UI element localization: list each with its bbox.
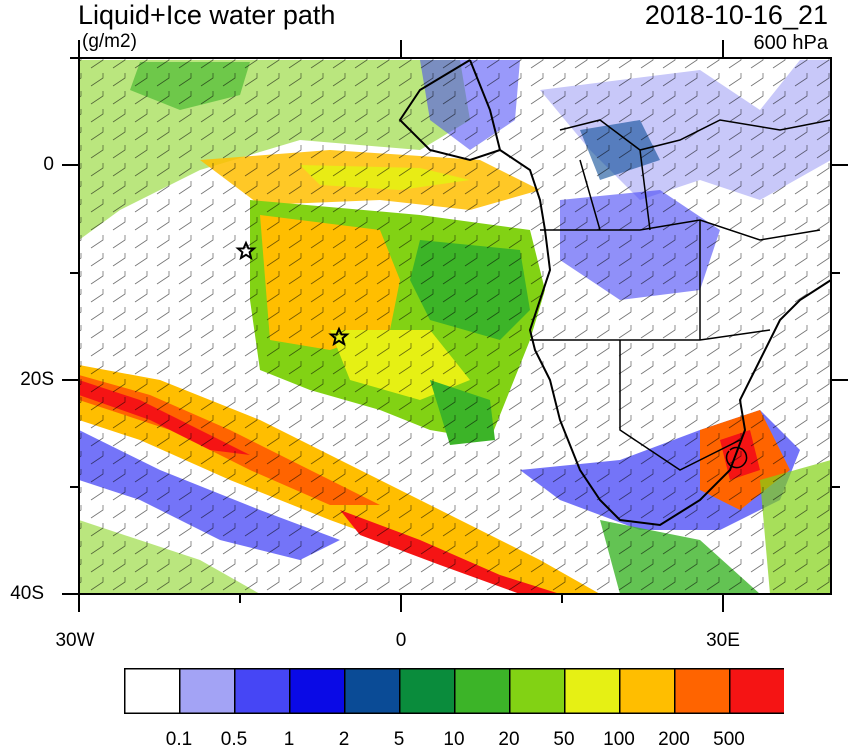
- map-frame: [78, 57, 832, 595]
- y-tick-label: 40S: [10, 583, 44, 604]
- colorbar-tick-label: 1: [283, 729, 295, 750]
- colorbar-swatch: [234, 668, 291, 714]
- colorbar-swatch: [509, 668, 566, 714]
- star-marker-north: [235, 240, 257, 261]
- colorbar-swatch: [289, 668, 346, 714]
- colorbar-tick-label: 0.1: [165, 729, 193, 750]
- colorbar-swatch: [454, 668, 511, 714]
- colorbar-swatch: [729, 668, 784, 714]
- colorbar-swatch: [399, 668, 456, 714]
- map-field: [79, 58, 831, 594]
- colorbar-tick-label: 500: [713, 729, 745, 750]
- star-marker-south: [328, 326, 350, 347]
- colorbar-tick-label: 50: [553, 729, 575, 750]
- y-tick-label: 20S: [20, 369, 54, 390]
- map-title: Liquid+Ice water path: [78, 0, 336, 30]
- colorbar-tick-label: 100: [603, 729, 635, 750]
- units-label: (g/m2): [82, 31, 137, 52]
- colorbar-swatch: [179, 668, 236, 714]
- colorbar-tick-label: 20: [498, 729, 520, 750]
- x-tick-label: 30W: [55, 630, 95, 651]
- pressure-level-label: 600 hPa: [753, 32, 828, 54]
- colorbar-tick-label: 2: [338, 729, 350, 750]
- colorbar-tick-label: 10: [443, 729, 465, 750]
- tick-marks: [62, 40, 848, 612]
- colorbar: [124, 668, 784, 714]
- datetime-label: 2018-10-16_21: [644, 0, 828, 30]
- colorbar-swatch: [619, 668, 676, 714]
- colorbar-tick-label: 5: [393, 729, 405, 750]
- x-tick-label: 0: [395, 630, 407, 651]
- y-tick-label: 0: [43, 154, 54, 175]
- colorbar-swatch: [124, 668, 181, 714]
- colorbar-tick-label: 200: [658, 729, 690, 750]
- colorbar-swatch: [344, 668, 401, 714]
- x-tick-label: 30E: [706, 630, 740, 651]
- colorbar-swatch: [564, 668, 621, 714]
- colorbar-swatch: [674, 668, 731, 714]
- colorbar-tick-label: 0.5: [220, 729, 248, 750]
